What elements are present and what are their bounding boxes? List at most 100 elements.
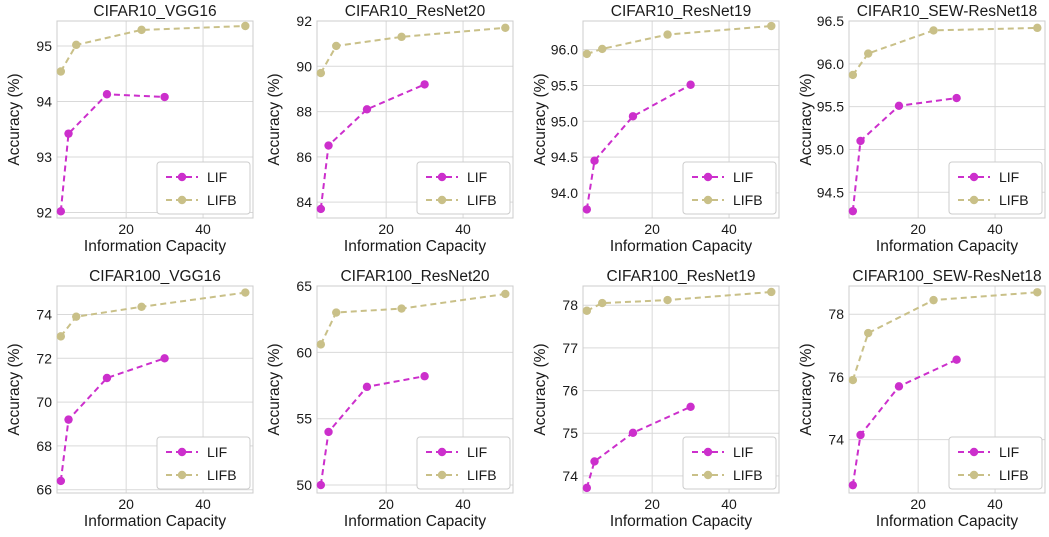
chart-3-axes-frame: [848, 20, 1046, 219]
chart-5-lif-point: [316, 480, 326, 490]
chart-6-legend: LIF LIFB: [682, 436, 777, 490]
chart-2-x-tick-label: 40: [721, 221, 737, 237]
chart-7-lifb-point: [848, 375, 858, 385]
chart-4-lif-point: [64, 415, 73, 424]
chart-5-x-axis-label: Information Capacity: [344, 513, 486, 530]
chart-7-axes-frame: [848, 285, 1046, 494]
chart-3-lif-point: [894, 101, 904, 110]
chart-7: 20 40 74 76 78 CIFAR100_SEW-ResNet18 Informati…: [798, 268, 1046, 530]
chart-4: 20 40 66 68 70 72 74 CIFAR100_VGG16 Information …: [6, 268, 254, 530]
chart-0-y-tick-label: 93: [36, 149, 52, 165]
chart-1-x-tick-label: 20: [378, 221, 394, 237]
chart-5-x-tick-label: 40: [455, 496, 471, 512]
chart-6-lifb-point: [598, 298, 607, 308]
chart-3-lifb-point: [848, 70, 858, 80]
chart-3-x-axis-label: Information Capacity: [876, 238, 1018, 255]
chart-3-lif-line: [851, 97, 957, 212]
chart-6-y-tick-label: 75: [562, 425, 578, 441]
chart-1-y-tick-label: 86: [296, 149, 312, 165]
chart-6-lif-point: [590, 457, 599, 466]
chart-7-x-tick-label: 40: [987, 496, 1003, 512]
chart-7-lifb-point: [864, 328, 873, 338]
chart-3-legend: LIF LIFB: [948, 161, 1043, 215]
chart-2-axes-frame: [582, 20, 780, 219]
chart-5-lif-line: [319, 375, 425, 486]
chart-6-y-tick-label: 78: [562, 297, 578, 313]
chart-2-y-tick-label: 94.0: [551, 185, 578, 201]
chart-0-legend-lif-marker: [177, 172, 187, 182]
chart-5-title: CIFAR100_ResNet20: [340, 268, 489, 285]
chart-2-y-tick-label: 94.5: [551, 149, 578, 165]
chart-0-lif-point: [64, 129, 73, 138]
chart-3-legend-lifb-marker: [969, 195, 979, 205]
chart-3-y-tick-label: 95.5: [817, 99, 844, 115]
chart-4-legend-lifb-marker: [177, 470, 187, 480]
chart-3-lif-point: [856, 136, 865, 146]
chart-1-lif-point: [316, 204, 326, 214]
chart-7-lifb-line: [851, 291, 1038, 381]
chart-4-legend-lifb-label: LIFB: [207, 467, 237, 483]
chart-1-legend-lifb-marker: [437, 195, 447, 205]
chart-4-legend-lif-marker: [177, 447, 187, 457]
chart-2-legend-lifb-label: LIFB: [733, 192, 763, 208]
chart-1: 20 40 84 86 88 90 92 CIFAR10_ResNet20 Informatio…: [266, 3, 514, 255]
chart-0-lif-point: [160, 92, 169, 102]
chart-3-lifb-point: [864, 49, 873, 58]
chart-2-legend: LIF LIFB: [682, 161, 777, 215]
chart-2-x-axis-label: Information Capacity: [610, 238, 752, 255]
chart-1-axes-frame: [316, 20, 514, 219]
chart-1-lifb-point: [332, 41, 341, 51]
chart-5-lifb-line: [319, 293, 506, 345]
chart-6-lif-point: [628, 428, 638, 438]
chart-2-y-tick-label: 96.0: [551, 42, 578, 58]
chart-0-y-axis-label: Accuracy (%): [6, 73, 23, 165]
chart-2-lifb-point: [663, 30, 672, 39]
chart-7-lif-line: [851, 358, 958, 486]
chart-2-lif-point: [686, 80, 695, 89]
chart-3-lif-point: [952, 93, 961, 103]
chart-7-lif-point: [856, 430, 865, 440]
chart-2-y-tick-label: 95.0: [551, 113, 578, 129]
chart-7-lif-point: [848, 480, 858, 490]
chart-5-x-tick-label: 20: [378, 496, 394, 512]
chart-1-lif-point: [420, 80, 429, 89]
chart-1-y-axis-label: Accuracy (%): [266, 73, 283, 165]
chart-1-lifb-point: [501, 23, 510, 32]
chart-4-y-tick-label: 66: [36, 482, 52, 498]
chart-4-lifb-point: [56, 332, 66, 341]
chart-2-lif-point: [628, 112, 638, 121]
chart-7-y-tick-label: 78: [828, 306, 844, 322]
chart-3-x-tick-label: 20: [910, 221, 926, 237]
chart-1-lif-point: [324, 141, 333, 150]
chart-3-title: CIFAR10_SEW-ResNet18: [857, 3, 1038, 20]
chart-6-lif-point: [582, 483, 592, 493]
chart-1-lifb-point: [397, 32, 406, 42]
chart-4-y-tick-label: 68: [36, 438, 52, 454]
chart-5-legend: LIF LIFB: [416, 436, 511, 490]
chart-5: 20 40 50 55 60 65 CIFAR100_ResNet20 Information…: [266, 268, 514, 530]
chart-2-lifb-line: [586, 25, 772, 55]
chart-5-axes-frame: [316, 285, 514, 494]
chart-4-legend-lif-label: LIF: [207, 444, 227, 460]
chart-0-lifb-point: [241, 21, 250, 31]
chart-4-lifb-point: [241, 288, 250, 297]
chart-4-lif-point: [102, 373, 112, 383]
chart-1-y-tick-label: 92: [296, 13, 312, 29]
chart-2-lif-line: [585, 83, 692, 210]
chart-0-y-tick-label: 95: [36, 38, 52, 54]
chart-5-lif-point: [324, 427, 333, 437]
chart-3-legend-lifb-label: LIFB: [999, 192, 1029, 208]
chart-5-legend-lif-label: LIF: [467, 444, 487, 460]
chart-6-lifb-point: [767, 287, 776, 297]
chart-1-legend-lifb-label: LIFB: [467, 192, 497, 208]
chart-4-axes-frame: [56, 285, 254, 494]
chart-3-y-tick-label: 95.0: [817, 141, 844, 157]
chart-6-x-axis-label: Information Capacity: [610, 513, 752, 530]
chart-6-axes-frame: [582, 285, 780, 494]
chart-6-lifb-point: [663, 295, 672, 305]
chart-6-lif-point: [686, 402, 695, 411]
chart-4-lifb-point: [137, 302, 146, 312]
chart-1-y-tick-label: 84: [296, 194, 312, 210]
chart-5-lif-point: [362, 382, 372, 392]
